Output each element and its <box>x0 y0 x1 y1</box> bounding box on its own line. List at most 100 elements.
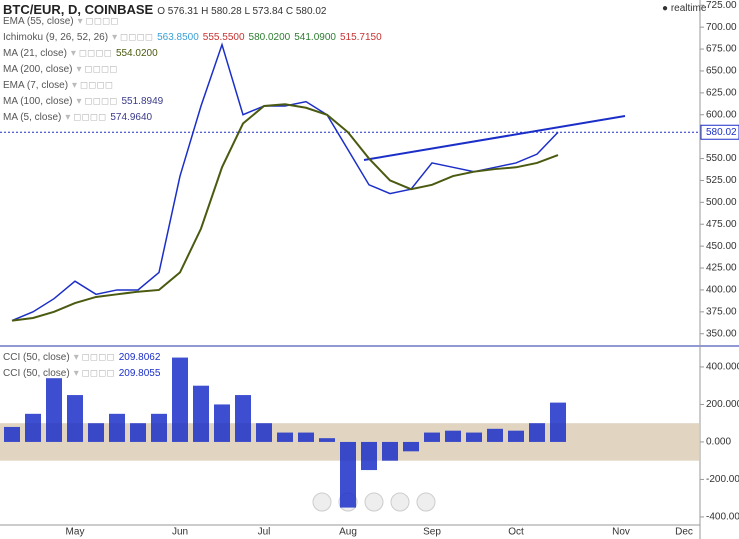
cci-bar <box>487 428 503 442</box>
y-tick-label: 475.00 <box>706 219 737 230</box>
y-tick-label: 625.00 <box>706 87 737 98</box>
cci-bar <box>109 413 125 442</box>
y-tick-label: 350.00 <box>706 328 737 339</box>
cci-bar <box>88 423 104 442</box>
x-tick-label: Aug <box>339 527 357 538</box>
price-line <box>11 42 559 322</box>
y-tick-label: 450.00 <box>706 241 737 252</box>
indicator-value: 574.9640 <box>110 112 153 123</box>
indicator-value: 541.0900 <box>294 32 336 43</box>
x-tick-label: Jul <box>258 527 271 538</box>
cci-bar <box>46 378 62 442</box>
indicator-value: 580.0200 <box>248 32 291 43</box>
price-line <box>11 103 559 322</box>
indicator-label: MA (21, close) <box>3 48 67 59</box>
indicator-label: MA (5, close) <box>3 112 62 123</box>
x-tick-label: Jun <box>172 527 188 538</box>
y-tick-label: 675.00 <box>706 44 737 55</box>
last-price-box <box>700 124 739 140</box>
cci-bar <box>550 402 566 442</box>
y-tick-label: 500.00 <box>706 197 737 208</box>
cci-bar <box>277 432 293 442</box>
y-tick-label: 550.00 <box>706 153 737 164</box>
x-tick-label: Sep <box>423 527 441 538</box>
indicator-icons: ▾ ◻◻◻◻ <box>76 96 118 107</box>
indicator-icons: ▾ ◻◻◻◻ <box>65 112 107 123</box>
cci-bar <box>193 385 209 442</box>
cci-bar <box>466 432 482 442</box>
indicator-value: 563.8500 <box>157 32 199 43</box>
indicator-label: MA (100, close) <box>3 96 73 107</box>
cci-name: CCI (50, close) <box>3 368 70 379</box>
y-tick-label: 650.00 <box>706 66 737 77</box>
y-tick-label: 600.00 <box>706 109 737 120</box>
indicator: MA (200, close) ▾ ◻◻◻◻ <box>3 64 122 75</box>
symbol-text: BTC/EUR, D, COINBASE <box>3 2 154 17</box>
cci-bar <box>403 441 419 452</box>
x-tick-label: Nov <box>612 527 630 538</box>
cci-value: 209.8062 <box>118 352 161 363</box>
cci-bar <box>67 395 83 442</box>
cci-value: 209.8055 <box>118 368 161 379</box>
y-tick-label: 525.00 <box>706 175 737 186</box>
indicator: EMA (7, close) ▾ ◻◻◻◻ <box>3 80 117 91</box>
indicator-icons: ▾ ◻◻◻◻ <box>76 64 118 75</box>
cci-bar <box>151 413 167 442</box>
y-tick-label: -200.000 <box>706 474 739 485</box>
indicator: MA (21, close) ▾ ◻◻◻◻ 554.0200 <box>3 48 162 59</box>
cci-bar <box>361 441 377 471</box>
indicator-icons: ▾ ◻◻◻◻ <box>72 80 114 91</box>
cci-bar <box>319 438 335 442</box>
ohlc: O 576.31 H 580.28 L 573.84 C 580.02 <box>157 6 327 17</box>
x-tick-label: Oct <box>508 527 524 538</box>
indicator-value: 554.0200 <box>115 48 158 59</box>
x-tick-label: Dec <box>675 527 693 538</box>
cci-bar <box>235 395 251 442</box>
cci-bar <box>382 441 398 461</box>
cci-bar <box>445 430 461 442</box>
y-tick-label: -400.000 <box>706 512 739 523</box>
indicator-icons: ▾ ◻◻◻◻ <box>70 48 112 59</box>
cci-bar <box>4 426 20 442</box>
cci-bar <box>25 413 41 442</box>
cci-name: CCI (50, close) <box>3 352 70 363</box>
indicator-label: EMA (7, close) <box>3 80 69 91</box>
y-tick-label: 400.000 <box>706 362 739 373</box>
trend-line <box>363 115 626 161</box>
y-tick-label: 0.000 <box>706 437 731 448</box>
y-tick-label: 700.00 <box>706 22 737 33</box>
cci-bar <box>424 432 440 442</box>
indicator-value: 551.8949 <box>121 96 164 107</box>
y-tick-label: 375.00 <box>706 306 737 317</box>
cci-label: CCI (50, close) ▾ ◻◻◻◻ 209.8055 <box>3 368 164 379</box>
y-tick-label: 425.00 <box>706 263 737 274</box>
indicator-icons: ▾ ◻◻◻◻ <box>77 16 119 27</box>
status-text: realtime <box>670 3 707 14</box>
last-price-label: 580.02 <box>706 127 737 138</box>
cci-label: CCI (50, close) ▾ ◻◻◻◻ 209.8062 <box>3 352 164 363</box>
cci-bar <box>529 423 545 442</box>
y-tick-label: 725.00 <box>706 0 737 11</box>
cci-bar <box>340 441 356 508</box>
y-tick-label: 200.000 <box>706 399 739 410</box>
indicator-icons: ▾ ◻◻◻◻ <box>112 32 154 43</box>
indicator-value: 515.7150 <box>339 32 382 43</box>
cci-bar <box>256 423 272 442</box>
indicator: EMA (55, close) ▾ ◻◻◻◻ <box>3 16 123 27</box>
indicator-label: EMA (55, close) <box>3 16 74 27</box>
status: ● realtime <box>662 3 707 14</box>
indicator-label: Ichimoku (9, 26, 52, 26) <box>3 32 109 43</box>
y-tick-label: 400.00 <box>706 285 737 296</box>
cci-bar <box>130 423 146 442</box>
indicator-icons: ▾ ◻◻◻◻ <box>73 368 115 379</box>
indicator: MA (100, close) ▾ ◻◻◻◻ 551.8949 <box>3 96 167 107</box>
x-tick-label: May <box>66 527 85 538</box>
cci-bar <box>214 404 230 442</box>
indicator: Ichimoku (9, 26, 52, 26) ▾ ◻◻◻◻ 563.8500 55… <box>3 32 386 43</box>
indicator-value: 555.5500 <box>202 32 245 43</box>
cci-bar <box>172 357 188 442</box>
indicator: MA (5, close) ▾ ◻◻◻◻ 574.9640 <box>3 112 156 123</box>
cci-bar <box>298 432 314 442</box>
